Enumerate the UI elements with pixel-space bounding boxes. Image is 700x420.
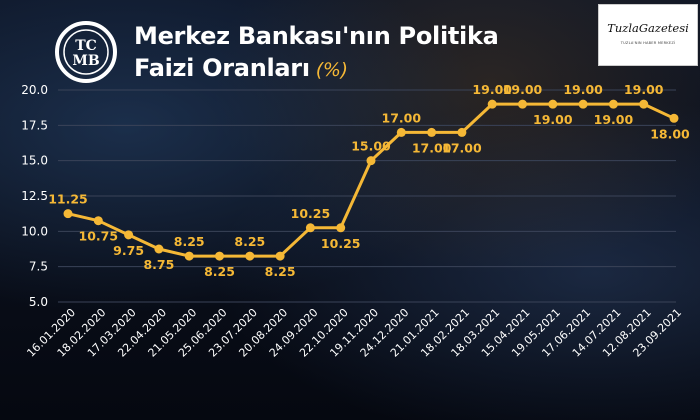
data-point: [215, 251, 224, 261]
data-point: [487, 99, 497, 109]
data-label: 8.75: [143, 257, 174, 272]
data-point: [124, 230, 134, 240]
data-label: 8.25: [174, 234, 205, 249]
y-tick-label: 17.5: [21, 118, 48, 132]
data-point: [305, 223, 315, 233]
y-tick-label: 5.0: [29, 295, 48, 309]
data-label: 8.25: [234, 234, 265, 249]
data-point: [63, 209, 73, 219]
data-label: 10.25: [321, 236, 361, 251]
data-point: [275, 251, 285, 261]
data-label: 9.75: [113, 243, 144, 258]
data-point: [548, 99, 558, 109]
data-label: 18.00: [650, 126, 690, 141]
data-point: [366, 156, 376, 166]
data-label: 19.00: [594, 112, 634, 127]
data-point: [154, 244, 164, 254]
y-tick-label: 12.5: [21, 189, 48, 203]
data-label: 19.00: [533, 112, 573, 127]
data-point: [93, 216, 103, 226]
data-label: 8.25: [265, 264, 296, 279]
chart-title-line2: Faizi Oranları (%): [134, 54, 348, 82]
chart-title-text: Faizi Oranları: [134, 54, 310, 82]
data-point: [639, 99, 649, 109]
brand-tagline: TUZLA'NIN HABER MERKEZİ: [620, 41, 676, 45]
data-point: [669, 113, 679, 123]
y-tick-label: 10.0: [21, 224, 48, 238]
y-tick-label: 15.0: [21, 154, 48, 168]
data-point: [396, 127, 406, 137]
data-label: 10.75: [79, 229, 119, 244]
data-label: 8.25: [204, 264, 235, 279]
chart-header: TC MB Merkez Bankası'nın Politika Faizi …: [52, 14, 592, 84]
data-point: [245, 251, 255, 261]
y-tick-label: 20.0: [21, 83, 48, 97]
data-label: 15.00: [351, 139, 391, 154]
data-label: 19.00: [563, 82, 603, 97]
data-label: 17.00: [382, 110, 422, 125]
data-point: [336, 223, 346, 233]
title-unit: (%): [315, 59, 348, 81]
brand-name: TuzlaGazetesi: [607, 21, 689, 35]
y-tick-label: 7.5: [29, 260, 48, 274]
data-label: 11.25: [48, 192, 88, 207]
data-point: [608, 99, 618, 109]
data-point: [457, 127, 467, 137]
data-point: [184, 251, 194, 261]
data-label: 17.00: [442, 140, 482, 155]
data-label: 10.25: [291, 206, 331, 221]
tcmb-logo: TC MB: [55, 21, 117, 83]
data-label: 17.00: [412, 140, 452, 155]
data-label: 19.00: [624, 82, 664, 97]
brand-logo: TuzlaGazetesi TUZLA'NIN HABER MERKEZİ: [598, 4, 698, 66]
svg-text:MB: MB: [72, 53, 99, 69]
data-point: [578, 99, 588, 109]
chart-title: Merkez Bankası'nın Politika: [134, 22, 499, 50]
data-label: 19.00: [503, 82, 543, 97]
svg-text:TC: TC: [75, 38, 97, 54]
data-point: [518, 99, 527, 109]
data-point: [427, 127, 437, 137]
data-label: 19.00: [472, 82, 512, 97]
series-line: [67, 102, 675, 258]
